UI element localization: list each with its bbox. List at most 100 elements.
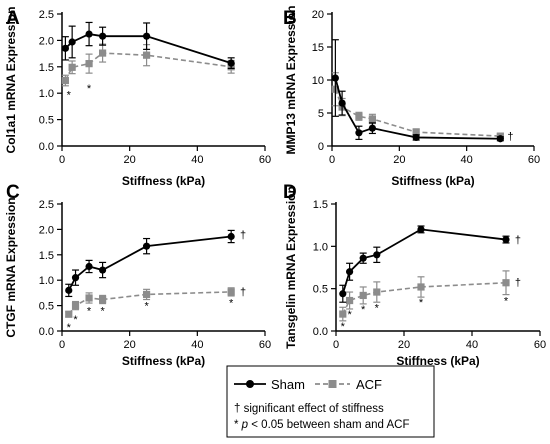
- legend: Sham ACF † significant effect of stiffne…: [226, 365, 435, 438]
- series-acf: [339, 270, 510, 322]
- significance-dagger: †: [240, 229, 246, 241]
- data-point: [346, 296, 354, 305]
- y-axis-label: Col1a1 mRNA Expression: [4, 7, 18, 154]
- y-tick-label: 1.5: [39, 62, 54, 74]
- panel-letter: A: [6, 8, 20, 29]
- x-tick-label: 60: [259, 339, 271, 351]
- series-line: [341, 228, 507, 295]
- series-sham: [339, 225, 510, 303]
- y-tick-label: 0: [318, 141, 324, 153]
- significance-star: *: [87, 306, 92, 318]
- x-axis-label: Stiffness (kPa): [391, 174, 474, 188]
- panel-letter: B: [283, 8, 297, 29]
- data-point: [373, 251, 381, 259]
- y-tick-label: 2.0: [39, 224, 54, 236]
- data-point: [99, 32, 107, 40]
- y-tick-label: 1.5: [39, 250, 54, 262]
- significance-star: *: [144, 301, 149, 313]
- y-axis-label: CTGF mRNA Expression: [4, 197, 18, 337]
- significance-star: *: [229, 298, 234, 310]
- y-tick-label: 5: [318, 108, 324, 120]
- y-axis-label: Tansgelin mRNA Expression: [284, 186, 298, 349]
- x-tick-label: 60: [528, 154, 540, 166]
- y-tick-label: 20: [312, 9, 324, 21]
- x-axis-label: Stiffness (kPa): [122, 174, 205, 188]
- significance-star: *: [341, 321, 346, 333]
- data-point: [355, 129, 363, 137]
- data-point: [417, 283, 425, 291]
- significance-star: *: [73, 314, 78, 326]
- y-tick-label: 2.5: [39, 199, 54, 211]
- data-point: [99, 266, 107, 274]
- data-point: [502, 235, 510, 244]
- data-point: [339, 290, 347, 298]
- legend-acf-label: ACF: [356, 377, 382, 392]
- data-point: [71, 302, 80, 310]
- data-point: [71, 274, 80, 282]
- significance-star: *: [504, 296, 509, 308]
- legend-note-star-rest: < 0.05 between sham and ACF: [248, 419, 409, 431]
- legend-note-dagger: † significant effect of stiffness: [234, 403, 384, 415]
- data-point: [142, 242, 151, 250]
- series-line: [334, 77, 501, 140]
- panel-letter: D: [283, 182, 297, 203]
- y-tick-label: 0.5: [313, 284, 328, 296]
- data-point: [496, 135, 504, 143]
- y-tick-label: 0.0: [313, 326, 328, 338]
- significance-dagger: †: [515, 235, 521, 247]
- data-point: [61, 44, 69, 52]
- x-tick-label: 20: [398, 339, 410, 351]
- y-tick-label: 2.5: [39, 9, 54, 21]
- data-point: [338, 99, 346, 107]
- data-point: [412, 128, 420, 136]
- y-tick-label: 15: [312, 42, 324, 54]
- data-point: [85, 60, 93, 68]
- data-point: [227, 232, 235, 241]
- data-point: [99, 295, 107, 304]
- data-point: [417, 225, 425, 233]
- legend-note-star-prefix: *: [234, 419, 242, 431]
- series-sham: [331, 39, 504, 143]
- x-tick-label: 60: [259, 154, 271, 166]
- x-tick-label: 20: [393, 154, 405, 166]
- data-point: [346, 268, 354, 276]
- x-axis-label: Stiffness (kPa): [396, 354, 479, 368]
- data-point: [227, 288, 235, 296]
- x-tick-label: 40: [191, 339, 203, 351]
- data-point: [99, 49, 107, 57]
- significance-dagger: †: [515, 277, 521, 289]
- panel-a: A 0 20 40 60 0.0 0.5 1.0 1.5 2.0 2.5 Stiffness (kPa…: [4, 7, 271, 188]
- data-point: [331, 74, 339, 82]
- data-point: [142, 32, 151, 40]
- legend-note-star-p: p: [241, 419, 249, 431]
- y-tick-label: 2.0: [39, 35, 54, 47]
- data-point: [368, 124, 376, 132]
- data-point: [85, 294, 93, 302]
- x-tick-label: 20: [124, 154, 136, 166]
- data-point: [339, 310, 347, 318]
- x-tick-label: 40: [461, 154, 473, 166]
- legend-sham-label: Sham: [271, 377, 305, 392]
- series-acf: [65, 287, 235, 318]
- significance-star: *: [67, 322, 72, 334]
- y-axis-label: MMP13 mRNA Expression: [284, 6, 298, 155]
- x-tick-label: 0: [333, 339, 339, 351]
- data-point: [61, 76, 69, 85]
- x-tick-label: 0: [329, 154, 335, 166]
- x-axis-label: Stiffness (kPa): [122, 354, 205, 368]
- significance-star: *: [419, 297, 424, 309]
- data-point: [142, 51, 151, 59]
- legend-acf-marker: [328, 380, 337, 388]
- panels: A 0 20 40 60 0.0 0.5 1.0 1.5 2.0 2.5 Stiffness (kPa…: [4, 6, 546, 368]
- x-tick-label: 40: [191, 154, 203, 166]
- significance-dagger: †: [507, 131, 513, 143]
- y-tick-label: 0.5: [39, 115, 54, 127]
- y-tick-label: 1.5: [313, 199, 328, 211]
- y-tick-label: 10: [312, 75, 324, 87]
- legend-frame: [226, 365, 435, 438]
- y-tick-label: 1.0: [313, 241, 328, 253]
- data-point: [359, 291, 367, 300]
- significance-star: *: [67, 89, 72, 101]
- series-sham: [61, 21, 235, 69]
- x-tick-label: 0: [59, 339, 65, 351]
